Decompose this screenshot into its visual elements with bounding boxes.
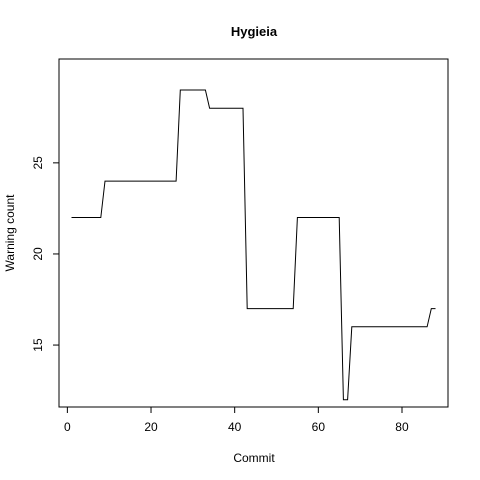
y-axis-label: Warning count bbox=[3, 194, 17, 272]
x-axis: 0 20 40 60 80 bbox=[64, 407, 409, 434]
x-tick-label: 80 bbox=[395, 420, 409, 434]
y-tick-label: 25 bbox=[31, 156, 45, 170]
chart-title: Hygieia bbox=[231, 24, 278, 39]
plot-frame bbox=[58, 58, 449, 408]
x-axis-label: Commit bbox=[233, 451, 275, 465]
x-tick-label: 60 bbox=[312, 420, 326, 434]
y-tick-label: 15 bbox=[31, 338, 45, 352]
x-tick-label: 20 bbox=[144, 420, 158, 434]
series-line bbox=[71, 89, 436, 401]
x-tick-label: 0 bbox=[64, 420, 71, 434]
y-axis: 15 20 25 bbox=[31, 156, 59, 352]
x-tick-label: 40 bbox=[228, 420, 242, 434]
y-tick-label: 20 bbox=[31, 247, 45, 261]
